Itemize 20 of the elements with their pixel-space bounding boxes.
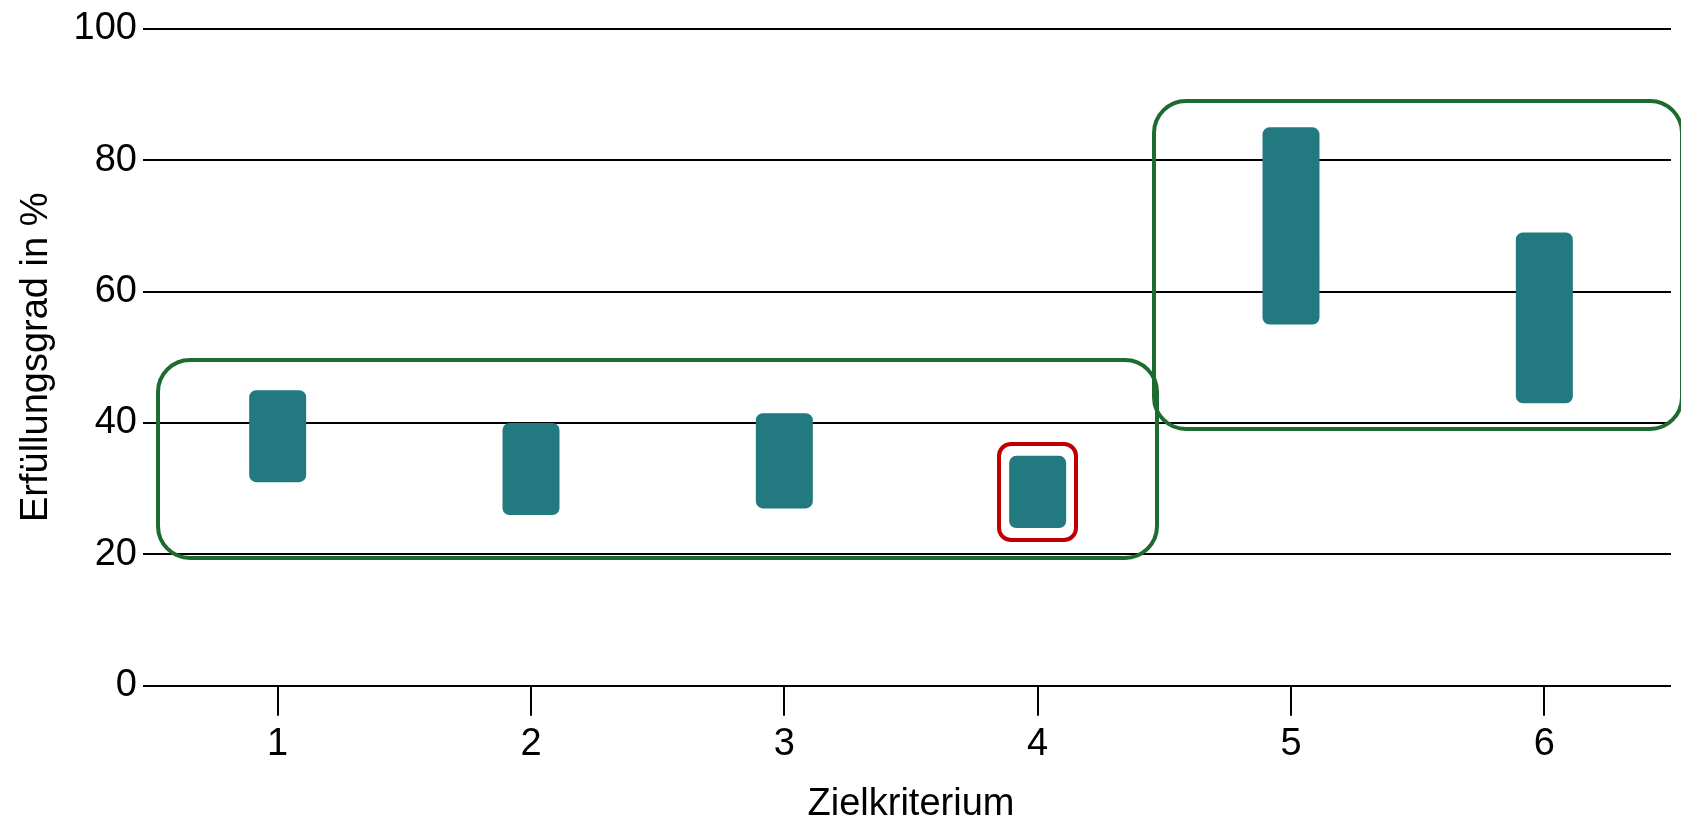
y-tick-label: 60	[94, 268, 137, 311]
x-tick-label: 1	[267, 721, 289, 764]
bar	[1009, 455, 1067, 529]
bar	[502, 423, 560, 515]
y-tick-label: 80	[94, 136, 137, 179]
x-tick-label: 5	[1280, 721, 1302, 764]
x-tick-label: 4	[1027, 721, 1049, 764]
y-tick-label: 0	[115, 662, 137, 705]
bar	[1262, 127, 1320, 325]
x-axis-title: Zielkriterium	[807, 780, 1015, 823]
y-tick-label: 40	[94, 399, 137, 442]
bar	[1515, 232, 1573, 404]
y-tick-label: 100	[73, 5, 137, 48]
x-tick-label: 3	[773, 721, 795, 764]
y-axis-title: Erfüllungsgrad in %	[13, 192, 56, 523]
x-tick-label: 6	[1533, 721, 1555, 764]
bar	[249, 390, 307, 483]
bar	[755, 413, 813, 509]
x-tick-label: 2	[520, 721, 542, 764]
y-tick-label: 20	[94, 530, 137, 573]
